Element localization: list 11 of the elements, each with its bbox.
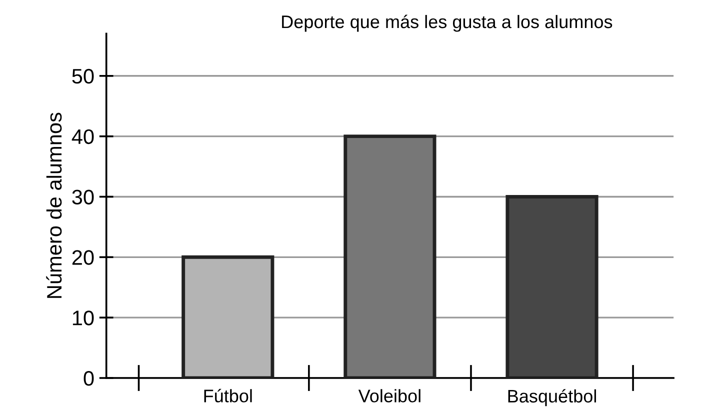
y-axis-title: Número de alumnos bbox=[46, 112, 62, 298]
chart-title: Deporte que más les gusta a los alumnos bbox=[282, 14, 612, 32]
y-tick-label: 40 bbox=[72, 129, 94, 144]
y-tick-label: 10 bbox=[72, 310, 94, 326]
x-tick-label: Basquétbol bbox=[508, 389, 596, 406]
y-tick-label: 0 bbox=[84, 371, 94, 386]
x-tick-label: Voleibol bbox=[358, 389, 420, 402]
y-tick-label: 20 bbox=[72, 250, 94, 265]
y-tick-label: 50 bbox=[72, 68, 94, 84]
y-tick-label: 30 bbox=[72, 190, 94, 204]
x-tick-label: Fútbol bbox=[204, 388, 252, 402]
